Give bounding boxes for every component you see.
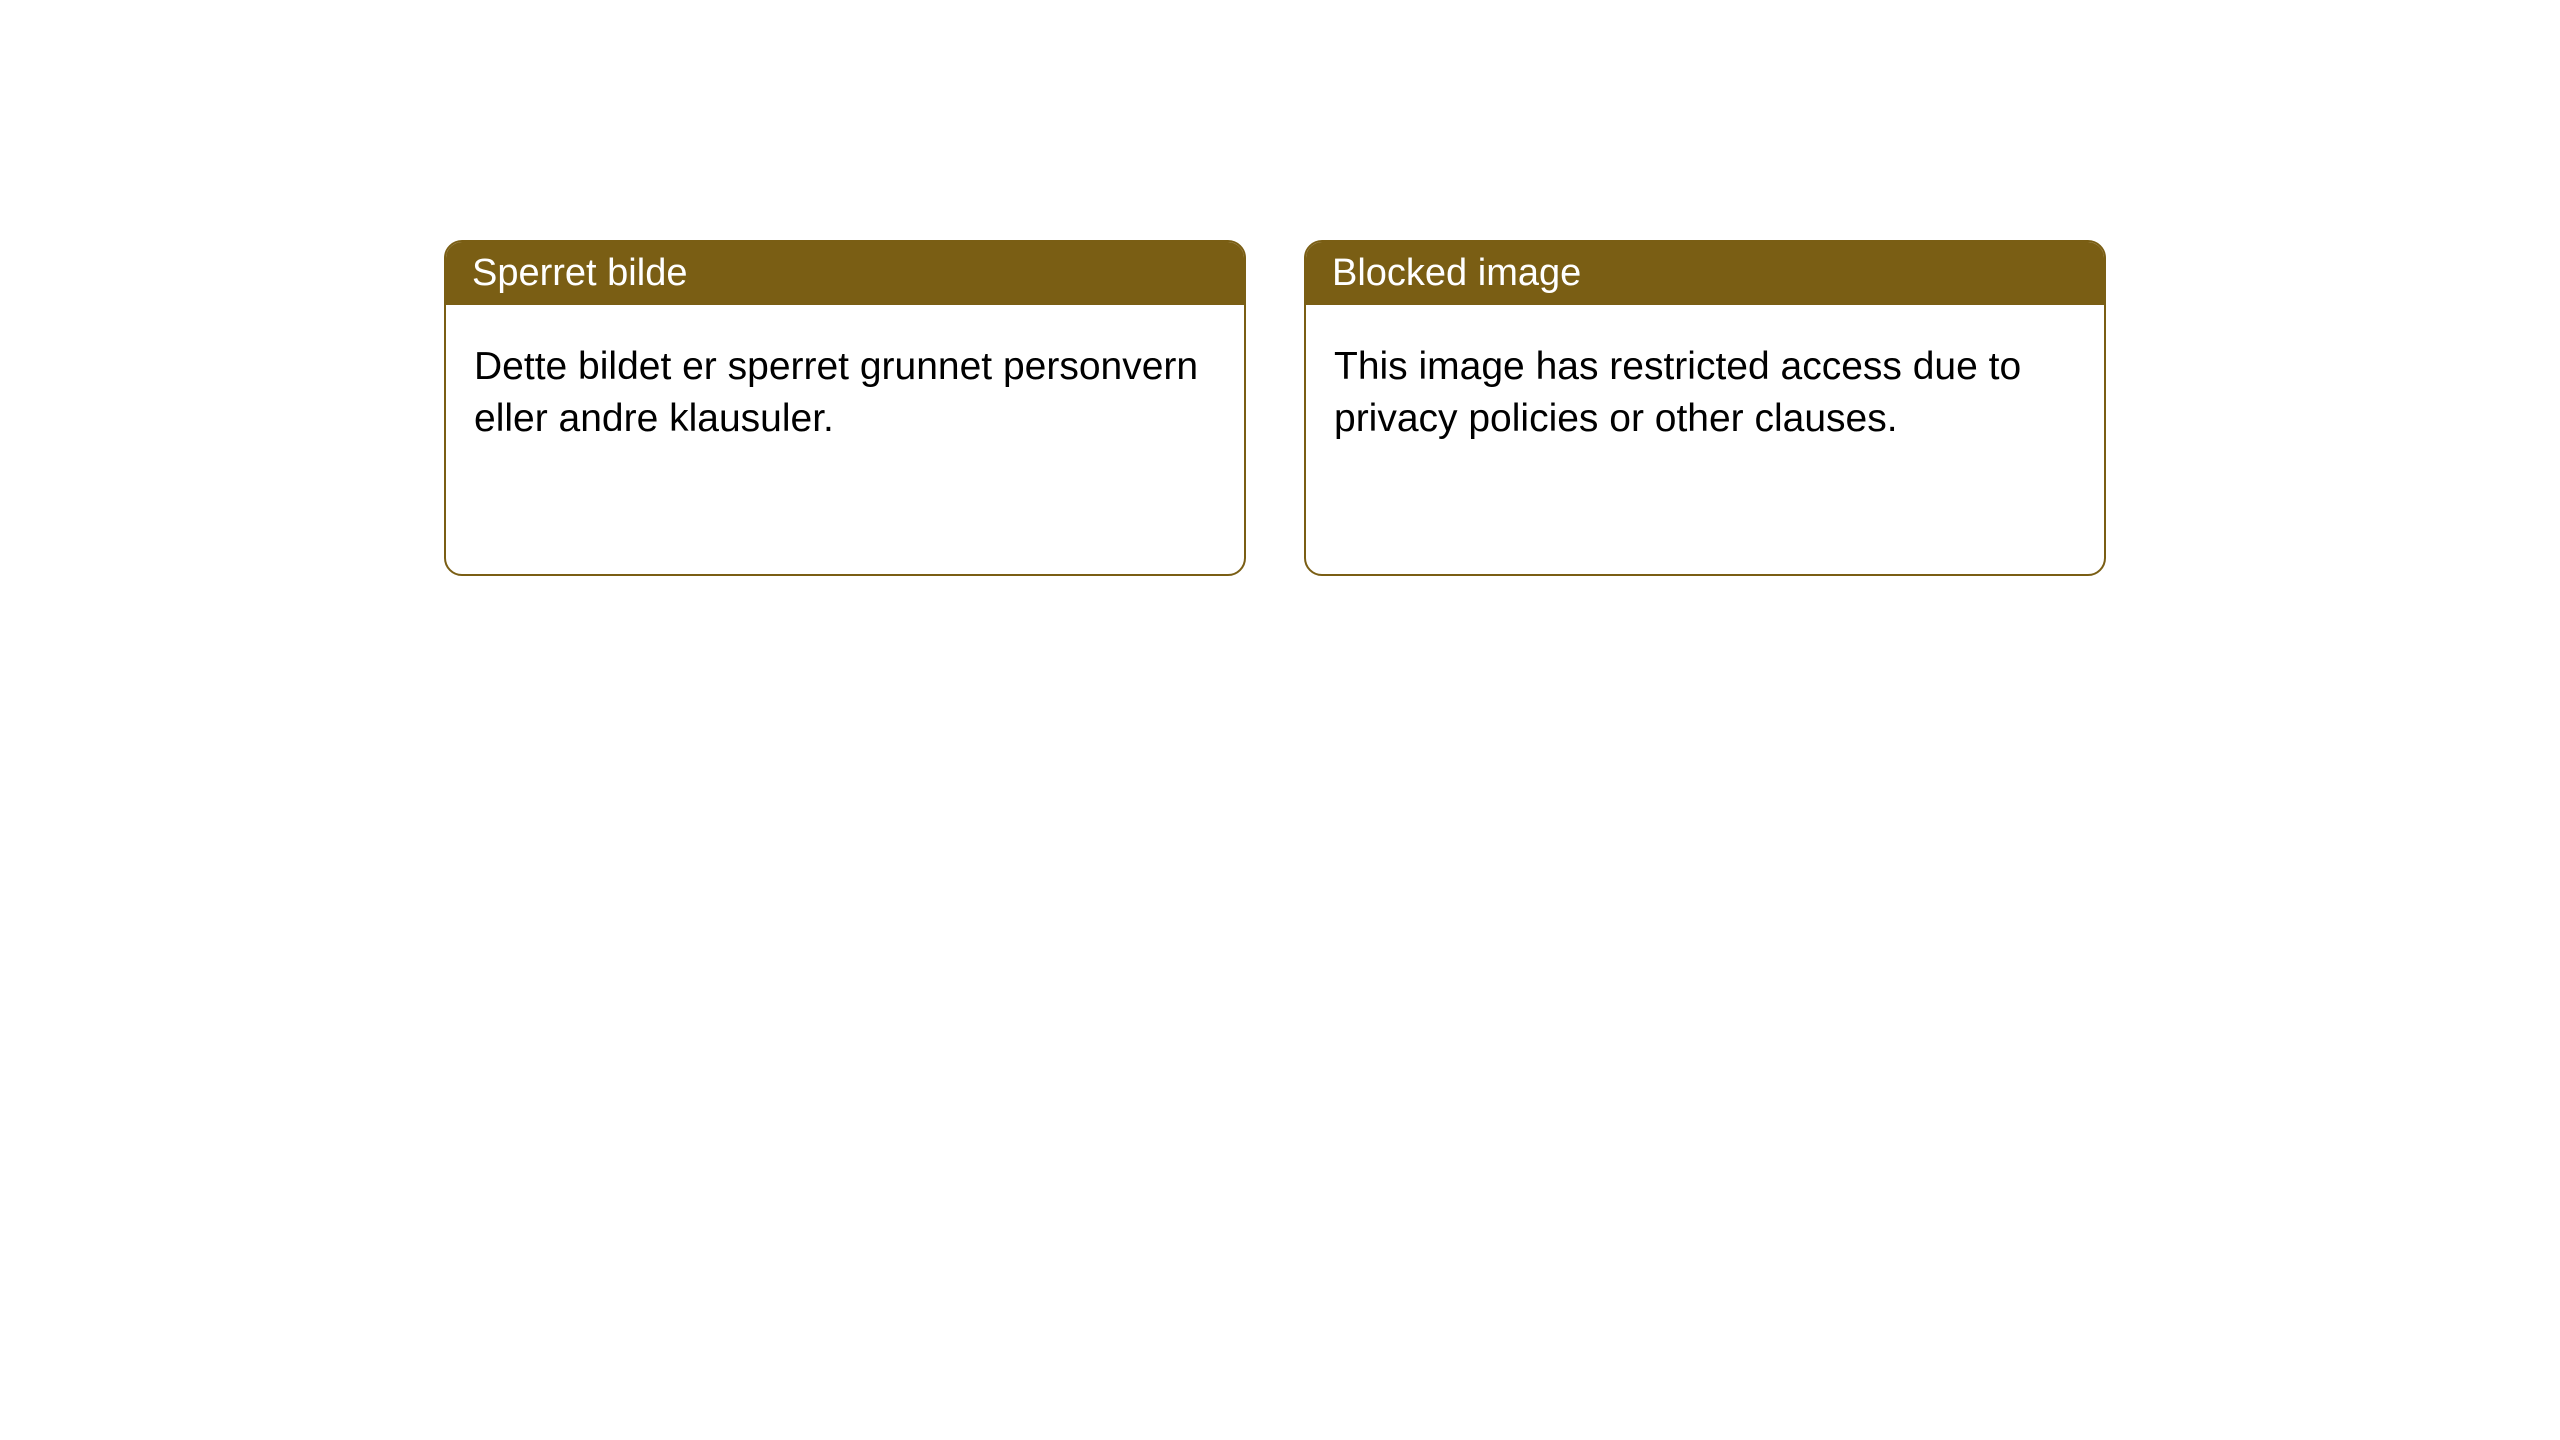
notice-header: Blocked image — [1306, 242, 2104, 305]
notice-card-english: Blocked image This image has restricted … — [1304, 240, 2106, 576]
notice-body: This image has restricted access due to … — [1306, 305, 2104, 481]
notice-title: Sperret bilde — [472, 252, 687, 294]
notice-title: Blocked image — [1332, 252, 1581, 294]
notice-body: Dette bildet er sperret grunnet personve… — [446, 305, 1244, 481]
notice-body-text: Dette bildet er sperret grunnet personve… — [474, 345, 1198, 440]
notice-cards-container: Sperret bilde Dette bildet er sperret gr… — [444, 240, 2106, 576]
notice-header: Sperret bilde — [446, 242, 1244, 305]
notice-card-norwegian: Sperret bilde Dette bildet er sperret gr… — [444, 240, 1246, 576]
notice-body-text: This image has restricted access due to … — [1334, 345, 2021, 440]
